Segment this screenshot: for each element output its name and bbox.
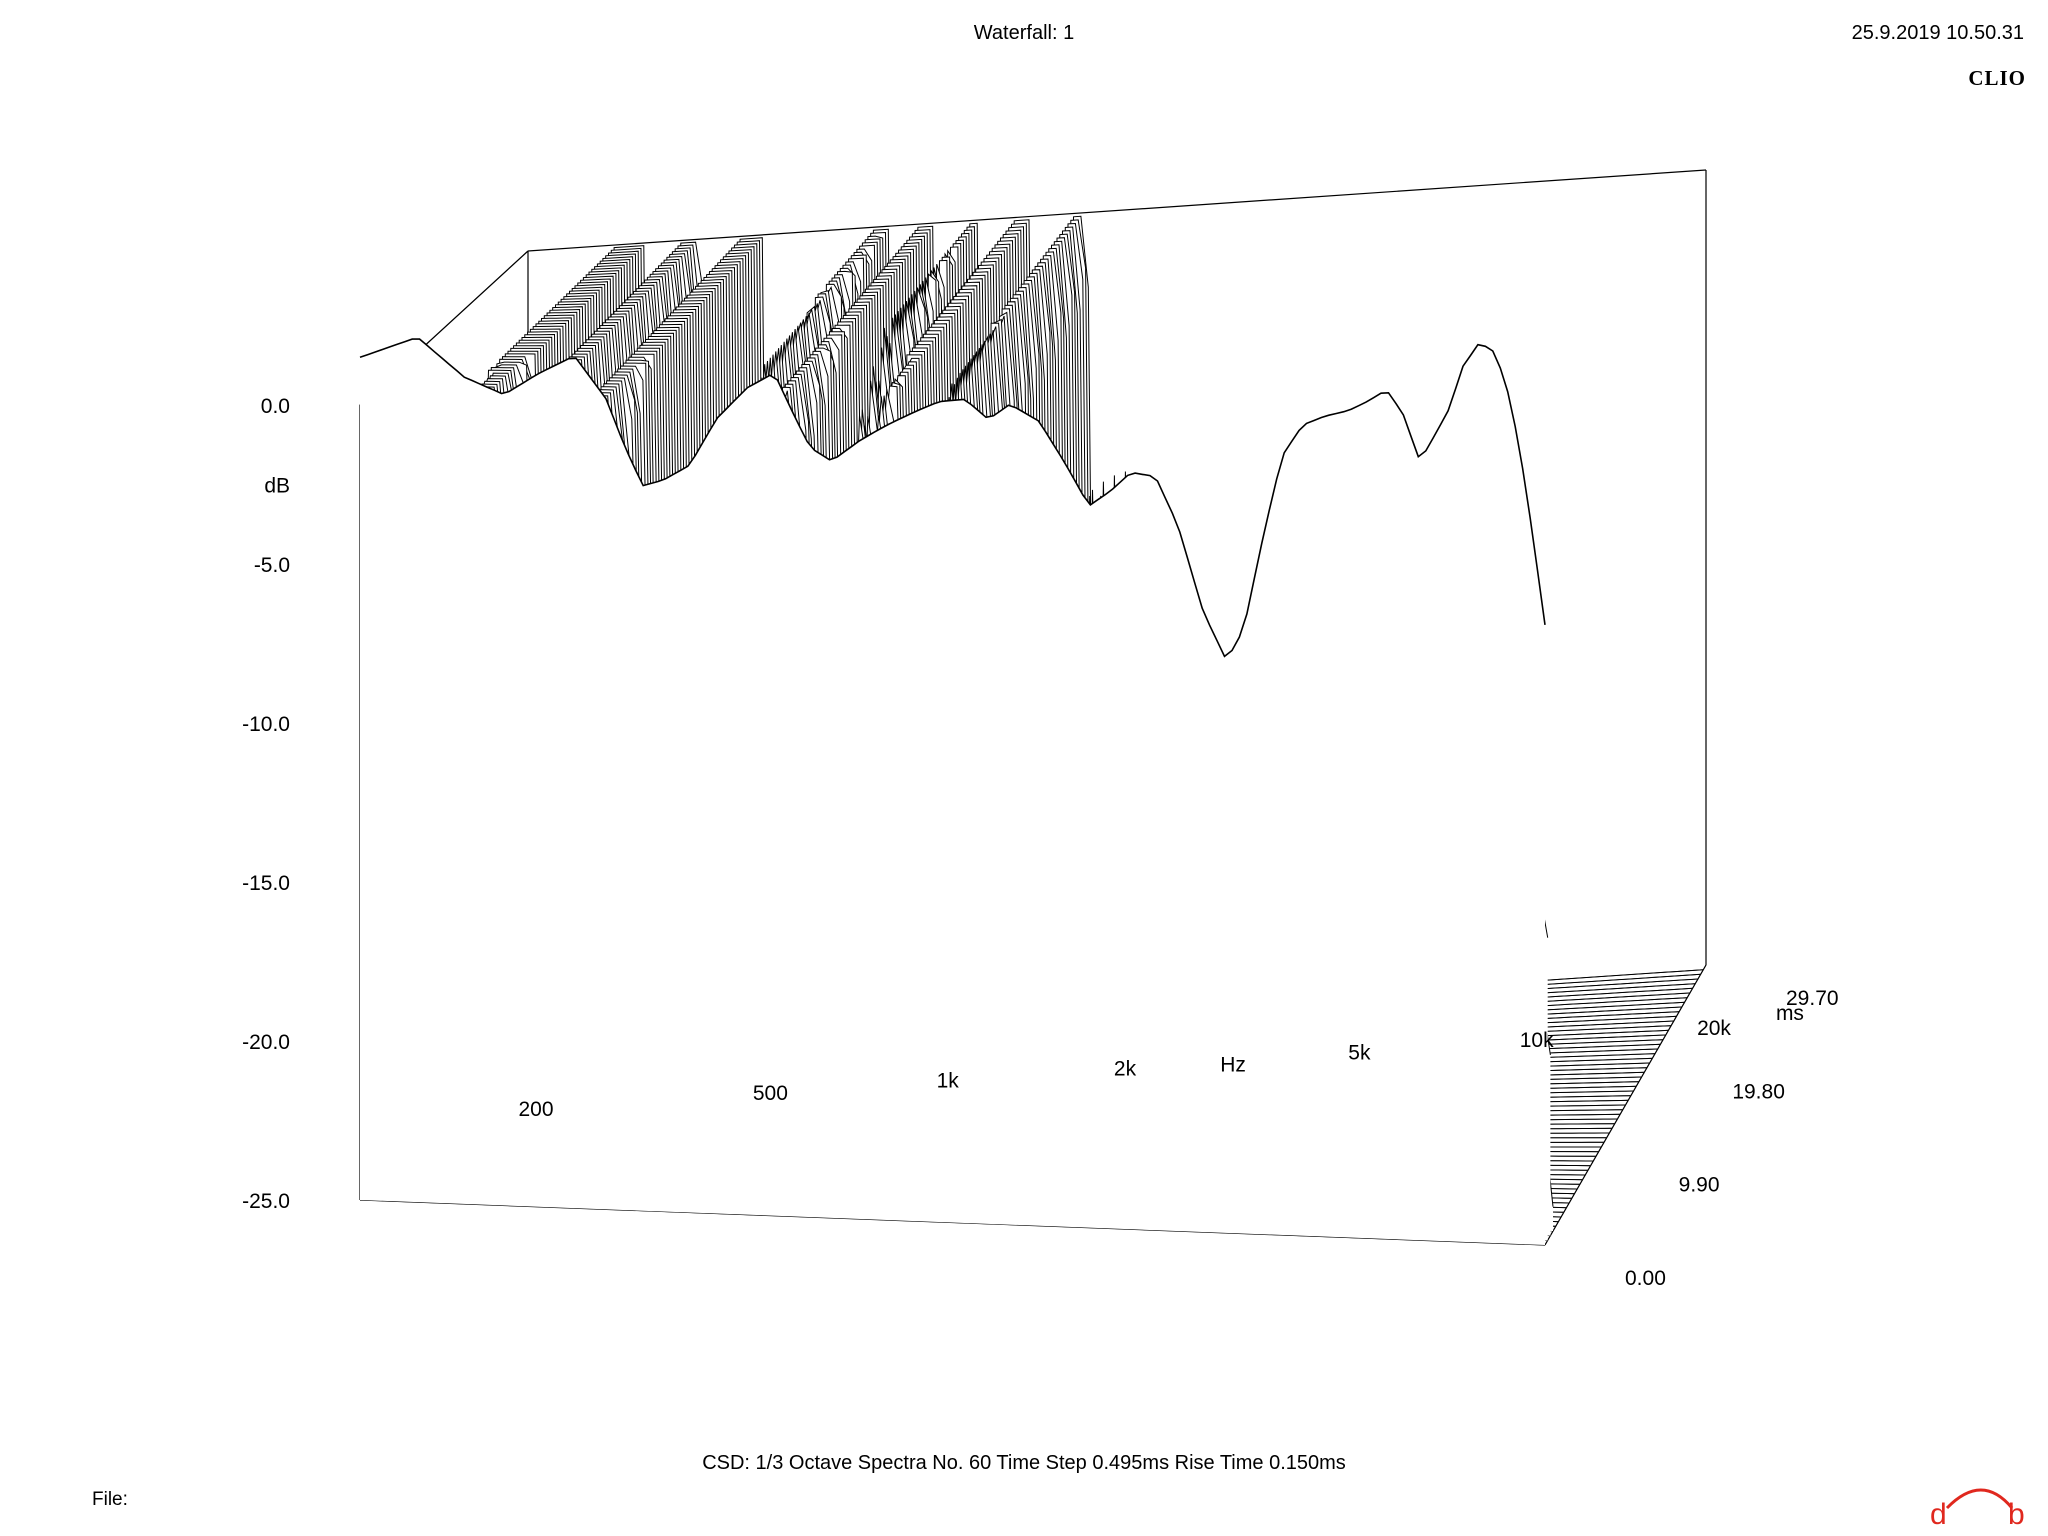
frequency-tick-label: 2k (1114, 1058, 1137, 1081)
frequency-tick-label: 500 (753, 1082, 788, 1105)
logo-arc (1945, 1488, 2014, 1510)
frequency-tick-label: 20k (1697, 1017, 1731, 1040)
spectrum-fill (360, 339, 1545, 1246)
measurement-info: CSD: 1/3 Octave Spectra No. 60 Time Step… (702, 1452, 1346, 1474)
clio-logo: d b (1930, 1488, 2025, 1531)
chart-title: Waterfall: 1 (973, 22, 1075, 44)
db-tick-label: -10.0 (242, 713, 290, 736)
frequency-tick-label: 1k (937, 1070, 960, 1093)
timestamp: 25.9.2019 10.50.31 (1851, 22, 2024, 44)
logo-letter-b: b (2008, 1498, 2025, 1531)
spectrum-slice (359, 338, 1546, 658)
time-axis-label: ms (1776, 1002, 1804, 1025)
frequency-tick-label: 5k (1348, 1041, 1371, 1064)
axis-labels: 0.0 -5.0 -10.0 -15.0 -20.0 -25.0 dB 200 500 1k 2k 5… (242, 395, 1838, 1290)
waterfall-slices (359, 215, 1704, 1246)
frequency-axis-label: Hz (1220, 1054, 1246, 1077)
db-tick-label: -15.0 (242, 872, 290, 895)
time-tick-label: 29.70 (1786, 987, 1839, 1010)
db-axis-label: dB (264, 475, 290, 498)
logo-letter-d: d (1930, 1498, 1947, 1531)
time-tick-label: 0.00 (1625, 1267, 1666, 1290)
db-tick-label: -5.0 (254, 554, 290, 577)
db-tick-label: 0.0 (261, 395, 290, 418)
db-tick-label: -20.0 (242, 1031, 290, 1054)
brand-logo-text: CLIO (1968, 66, 2026, 90)
back-top-edge (527, 169, 1707, 252)
time-tick-label: 9.90 (1679, 1174, 1720, 1197)
file-label: File: (92, 1489, 128, 1510)
frequency-tick-label: 10k (1520, 1029, 1554, 1052)
db-tick-label: -25.0 (242, 1190, 290, 1213)
time-tick-label: 19.80 (1732, 1080, 1785, 1103)
frequency-tick-label: 200 (518, 1098, 553, 1121)
